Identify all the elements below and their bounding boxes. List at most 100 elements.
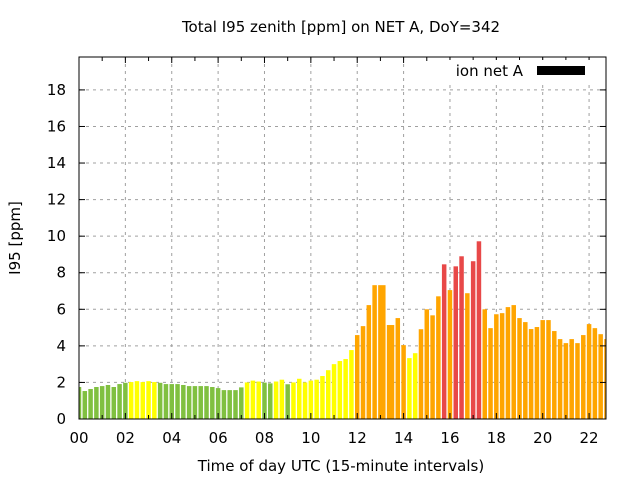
x-tick-label: 22 <box>580 429 599 447</box>
bar <box>163 384 169 419</box>
bar <box>436 296 441 419</box>
bar <box>198 386 203 419</box>
bar <box>407 358 412 419</box>
bar <box>372 285 377 419</box>
bar <box>157 382 163 419</box>
bar <box>465 293 470 419</box>
bar <box>511 305 516 419</box>
bar <box>430 315 435 419</box>
bar <box>499 313 505 419</box>
bar <box>418 329 424 419</box>
x-tick-label: 12 <box>348 429 367 447</box>
bar <box>99 386 105 419</box>
bar <box>505 307 511 419</box>
x-tick-label: 06 <box>209 429 228 447</box>
bar <box>227 390 232 419</box>
bar <box>233 390 238 419</box>
x-tick-label: 16 <box>440 429 459 447</box>
bar <box>94 387 99 419</box>
bar <box>117 384 122 419</box>
bar <box>297 378 302 419</box>
bar <box>476 241 482 419</box>
bar <box>140 382 146 419</box>
bar <box>186 386 192 419</box>
bar <box>517 318 522 419</box>
bar <box>482 309 487 419</box>
bar <box>192 386 198 419</box>
bar <box>563 343 569 419</box>
bar <box>488 328 493 419</box>
bar <box>273 381 279 419</box>
bar <box>210 387 215 419</box>
bar <box>331 364 337 419</box>
bar <box>291 382 296 419</box>
bar <box>169 384 174 419</box>
y-tick-labels: 0 2 4 6 8 10 12 14 16 18 <box>47 81 66 428</box>
legend: ion net A <box>446 60 592 81</box>
bar <box>256 381 261 419</box>
x-tick-label: 18 <box>487 429 506 447</box>
bar <box>401 345 406 419</box>
y-tick-label: 4 <box>56 337 66 355</box>
x-tick-label: 00 <box>69 429 88 447</box>
bar <box>552 331 557 419</box>
bar <box>528 329 534 419</box>
bar <box>221 390 227 419</box>
y-tick-label: 0 <box>56 410 66 428</box>
bar <box>337 361 343 419</box>
bar <box>279 379 285 419</box>
bar <box>569 339 574 419</box>
y-tick-label: 12 <box>47 191 66 209</box>
y-tick-label: 6 <box>56 300 66 318</box>
bar <box>215 388 221 419</box>
bar <box>134 381 140 419</box>
bar <box>441 264 447 419</box>
chart-title: Total I95 zenith [ppm] on NET A, DoY=342 <box>181 18 500 36</box>
bar <box>262 382 267 419</box>
legend-label: ion net A <box>456 62 524 80</box>
bar <box>88 389 93 419</box>
bars <box>79 241 606 419</box>
bar <box>557 339 563 419</box>
bar <box>592 328 598 419</box>
bar <box>581 335 586 419</box>
y-tick-label: 16 <box>47 117 66 135</box>
bar <box>424 309 430 419</box>
bar <box>302 382 308 419</box>
axes <box>78 56 607 420</box>
bar <box>250 380 256 419</box>
bar <box>175 384 180 419</box>
x-tick-label: 08 <box>255 429 274 447</box>
x-tick-label: 04 <box>162 429 181 447</box>
bar <box>314 379 319 419</box>
bar <box>204 386 209 419</box>
bar <box>349 350 354 419</box>
legend-background <box>446 60 592 81</box>
y-tick-label: 10 <box>47 227 66 245</box>
y-tick-label: 8 <box>56 264 66 282</box>
bar <box>459 256 464 419</box>
bar <box>244 382 250 419</box>
plot-frame <box>78 56 607 420</box>
bar <box>378 285 386 419</box>
bar <box>343 359 348 419</box>
bar <box>598 334 603 419</box>
bar <box>325 370 331 419</box>
legend-swatch <box>537 66 585 75</box>
bar <box>146 381 151 419</box>
bar <box>523 322 528 419</box>
bar <box>546 320 551 419</box>
y-tick-label: 14 <box>47 154 66 172</box>
bar <box>366 305 372 419</box>
bar <box>447 290 453 419</box>
bar <box>386 325 395 419</box>
x-tick-labels: 00 02 04 06 08 10 12 14 16 18 20 22 <box>69 429 598 447</box>
bar <box>152 382 157 419</box>
bar <box>308 380 314 419</box>
bar <box>494 314 499 419</box>
bar <box>575 343 580 419</box>
bar <box>285 384 290 419</box>
bar <box>395 318 401 419</box>
bar <box>128 382 134 419</box>
bar <box>540 320 545 419</box>
